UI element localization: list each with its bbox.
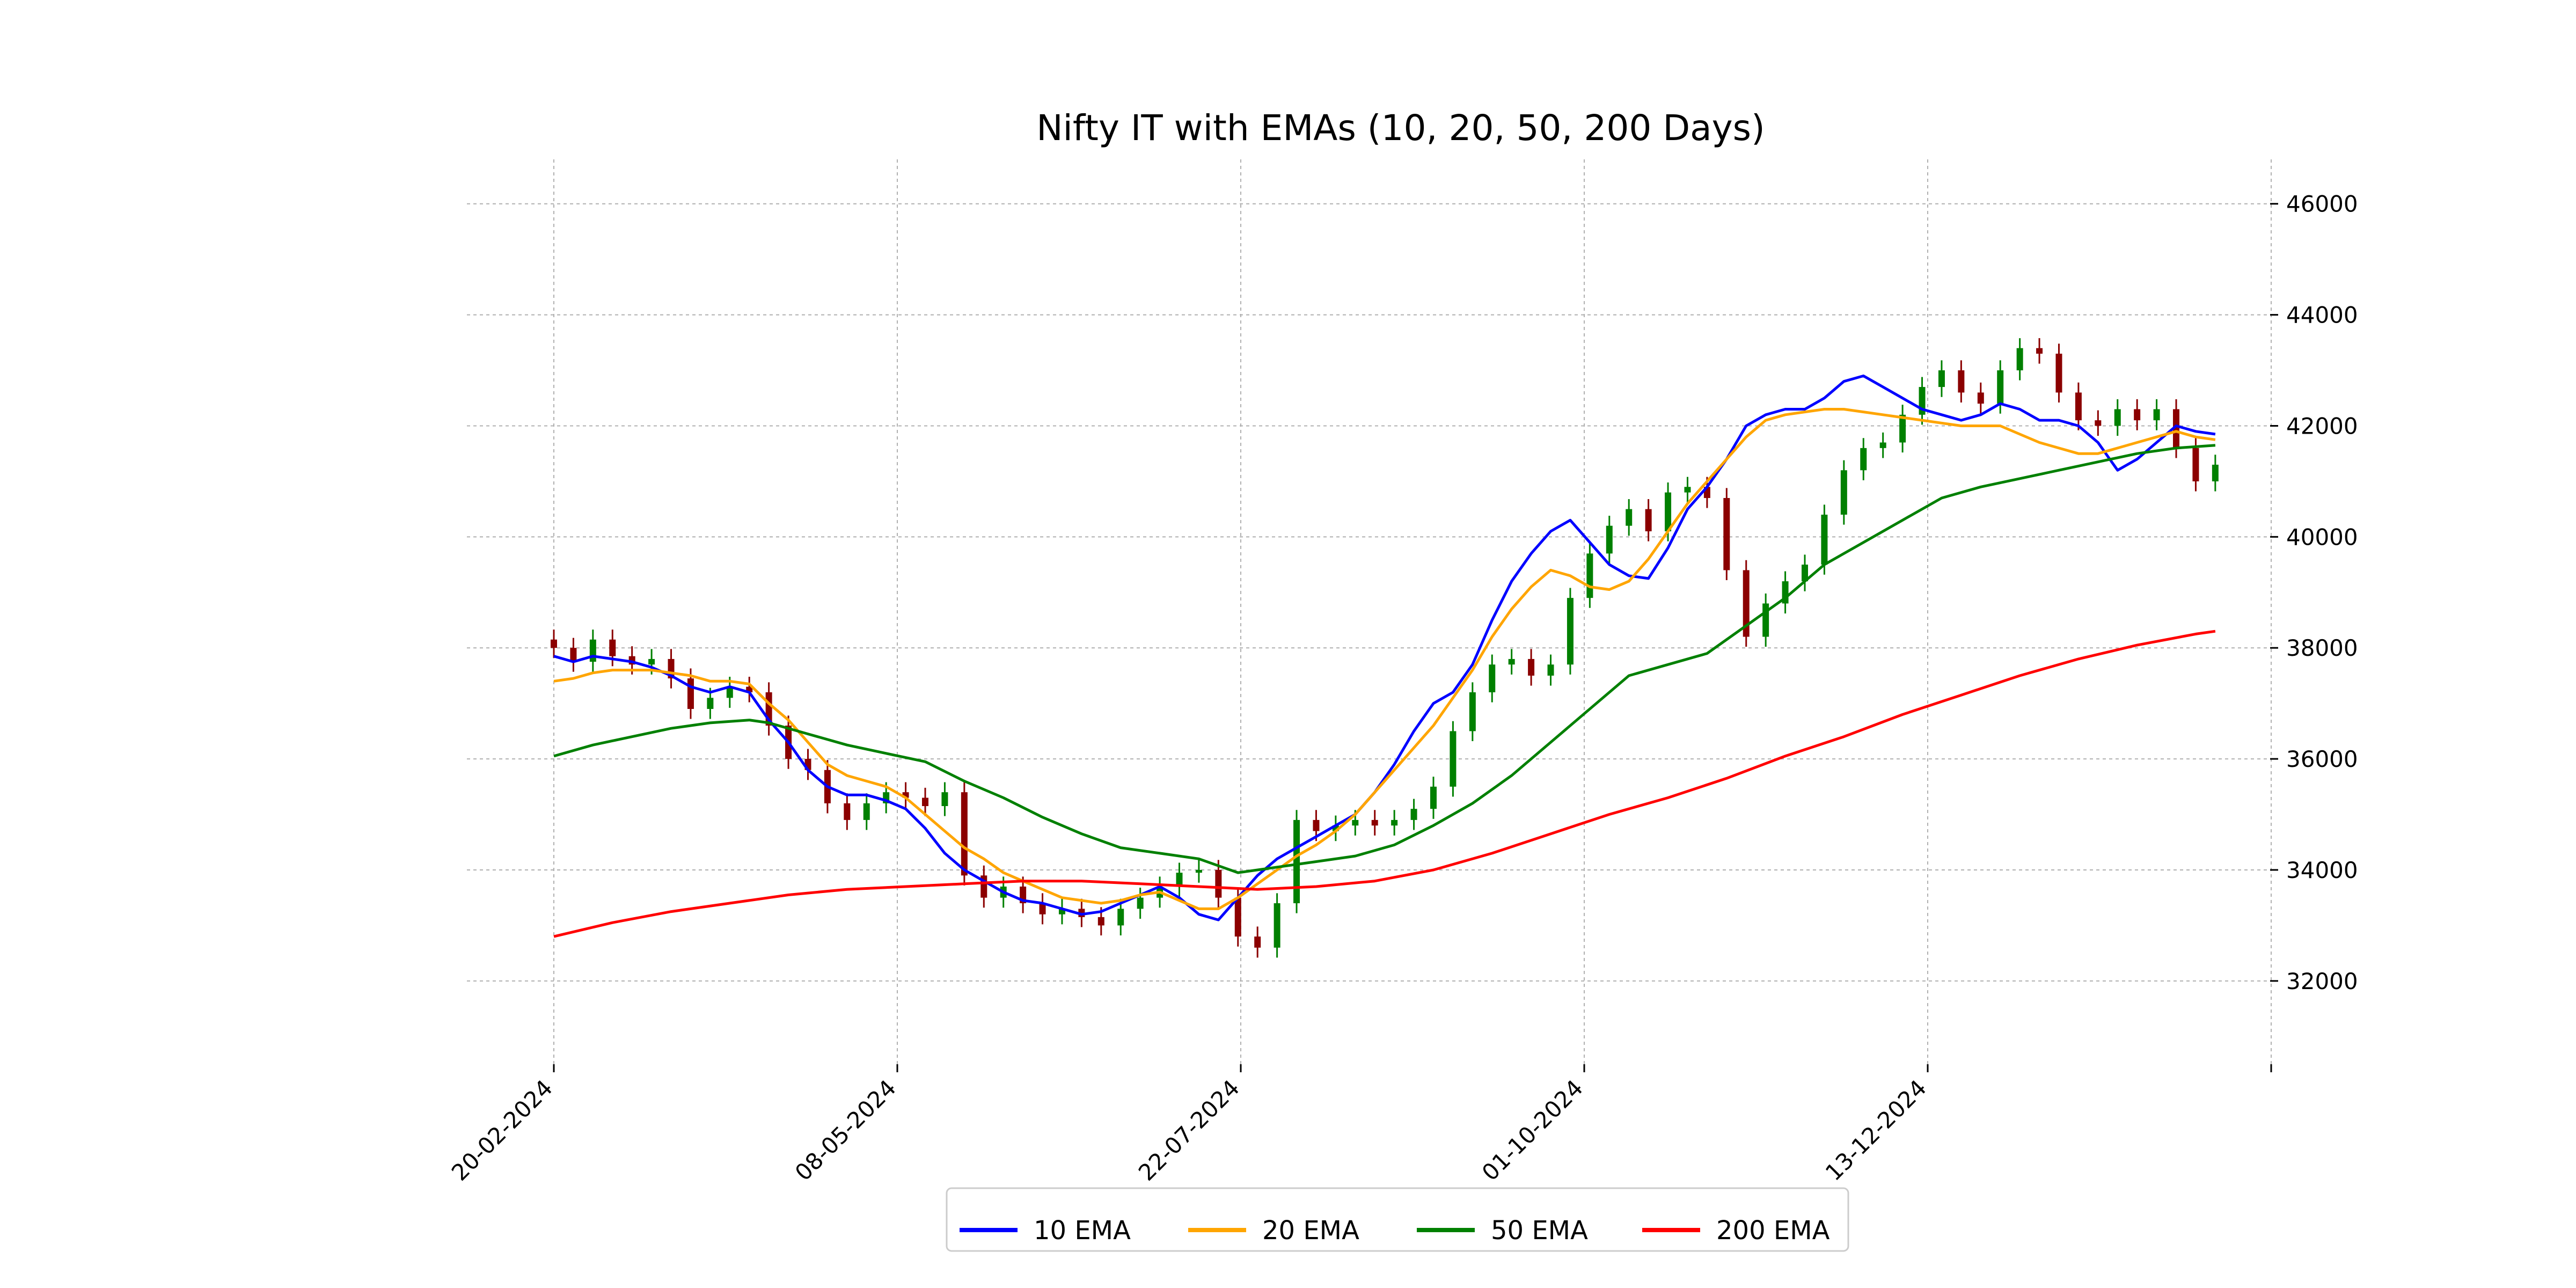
candle-body xyxy=(1528,658,1535,676)
candle-body xyxy=(1606,525,1613,554)
candle-body xyxy=(1645,509,1652,532)
y-tick-label: 34000 xyxy=(2286,857,2358,883)
candle-body xyxy=(1039,903,1046,914)
candle-body xyxy=(1430,786,1437,809)
candle-body xyxy=(1879,442,1886,448)
y-tick-label: 40000 xyxy=(2286,524,2358,550)
series-line-200-ema xyxy=(553,630,2216,938)
candle-body xyxy=(1489,664,1496,692)
series-line-50-ema xyxy=(553,444,2216,874)
candle-body xyxy=(746,686,753,692)
candle-body xyxy=(2055,354,2062,393)
candle-body xyxy=(1860,448,1867,471)
candle-body xyxy=(1938,370,1945,387)
candle-body xyxy=(1352,819,1359,826)
candle-body xyxy=(1215,869,1222,898)
candle-body xyxy=(1567,598,1574,665)
candle-body xyxy=(1723,497,1730,570)
candle-body xyxy=(1899,414,1906,443)
candle-body xyxy=(1195,869,1202,873)
candle-body xyxy=(1332,825,1339,831)
candle-body xyxy=(2036,348,2043,354)
legend-label: 50 EMA xyxy=(1491,1216,1588,1246)
candle-body xyxy=(1274,903,1280,948)
candle-body xyxy=(1137,897,1144,909)
candle-body xyxy=(1313,819,1320,831)
candle-body xyxy=(609,639,616,656)
candle-body xyxy=(2153,409,2160,421)
candle-body xyxy=(589,639,596,662)
candle-body xyxy=(1410,809,1417,820)
candle-body xyxy=(1743,570,1750,637)
legend: 10 EMA 20 EMA 50 EMA 200 EMA xyxy=(946,1187,1849,1252)
candle-body xyxy=(2134,409,2141,421)
candle-body xyxy=(1293,819,1300,904)
y-tick-label: 36000 xyxy=(2286,746,2358,772)
legend-label: 10 EMA xyxy=(1034,1216,1131,1246)
candle-body xyxy=(1469,692,1476,731)
candle-body xyxy=(1254,936,1261,948)
candle-body xyxy=(570,648,577,662)
candle-body xyxy=(1684,487,1691,493)
candle-body xyxy=(1097,917,1104,926)
candle-body xyxy=(1234,897,1241,937)
candle-body xyxy=(1371,819,1378,826)
candle-body xyxy=(687,678,694,709)
series-line-20-ema xyxy=(553,408,2216,910)
candle-body xyxy=(922,797,929,807)
y-tick-label: 42000 xyxy=(2286,413,2358,439)
candle-body xyxy=(2192,448,2199,481)
candle-body xyxy=(1762,603,1769,637)
candle-layer xyxy=(551,338,2219,958)
candle-body xyxy=(1802,565,1808,582)
chart-title: Nifty IT with EMAs (10, 20, 50, 200 Days… xyxy=(1036,107,1765,149)
candle-body xyxy=(1977,392,1984,404)
candle-body xyxy=(1958,370,1965,393)
legend-label: 200 EMA xyxy=(1716,1216,1830,1246)
candle-body xyxy=(2075,392,2082,421)
candle-body xyxy=(2095,420,2102,426)
candle-body xyxy=(1058,909,1065,914)
legend-box xyxy=(946,1187,1849,1252)
candle-body xyxy=(961,792,968,876)
candle-body xyxy=(941,792,948,807)
candle-body xyxy=(1508,658,1515,665)
candle-body xyxy=(1997,370,2004,404)
candle-body xyxy=(1176,873,1183,887)
candle-body xyxy=(707,698,714,709)
candle-body xyxy=(1450,731,1457,787)
candle-body xyxy=(1840,470,1847,515)
candle-body xyxy=(863,803,870,820)
candle-body xyxy=(1391,819,1398,826)
candle-body xyxy=(726,686,733,698)
legend-label: 20 EMA xyxy=(1262,1216,1359,1246)
candle-body xyxy=(1586,553,1593,598)
candle-body xyxy=(2173,409,2180,448)
candle-body xyxy=(1626,509,1633,526)
y-tick-label: 44000 xyxy=(2286,302,2358,328)
candle-body xyxy=(1547,664,1554,676)
y-tick-label: 46000 xyxy=(2286,191,2358,217)
candle-body xyxy=(2016,348,2023,371)
candle-body xyxy=(2212,464,2219,481)
candle-body xyxy=(1821,514,1828,565)
y-tick-label: 32000 xyxy=(2286,968,2358,994)
candle-body xyxy=(551,639,557,648)
candle-body xyxy=(1665,492,1672,532)
series-line-10-ema xyxy=(553,374,2216,921)
candle-body xyxy=(648,658,655,665)
candle-body xyxy=(844,803,851,820)
candle-body xyxy=(902,792,909,798)
series-layer xyxy=(553,374,2216,938)
candle-body xyxy=(2114,409,2121,426)
candle-body xyxy=(1117,909,1124,926)
y-tick-label: 38000 xyxy=(2286,635,2358,661)
